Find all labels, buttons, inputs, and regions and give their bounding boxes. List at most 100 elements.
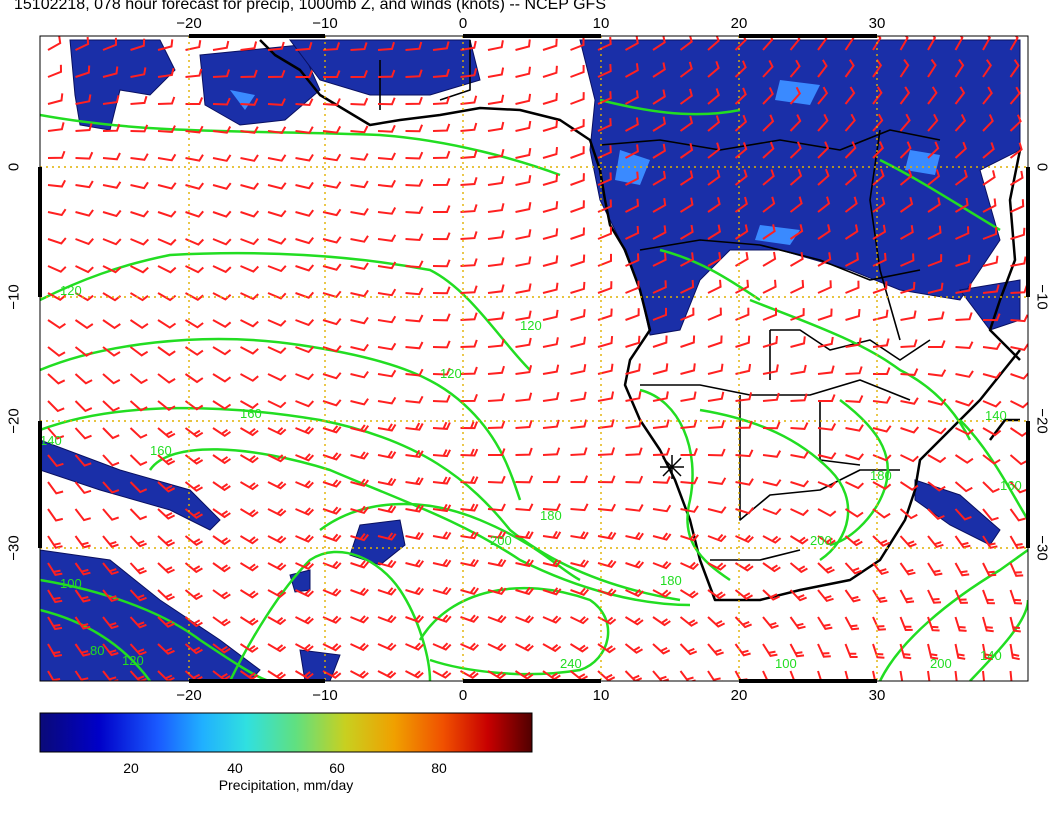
contour-label-18: 120 [122,653,144,668]
wind-barb-490 [652,391,669,402]
wind-barb-323 [1010,256,1027,267]
wind-barb-795 [129,643,147,656]
wind-barb-180 [47,179,66,188]
wind-barb-386 [762,307,777,321]
height-contour-4 [40,406,681,602]
wind-barb-427 [900,339,918,348]
wind-barb-37 [75,65,91,78]
wind-barb-849 [624,670,643,681]
wind-barb-809 [515,643,534,652]
coastline-madagascar [989,418,1020,441]
wind-barb-199 [570,173,585,186]
wind-barb-858 [872,670,880,681]
wind-barb-315 [789,251,804,267]
wind-barb-205 [734,169,748,186]
wind-barb-593 [515,475,534,484]
wind-barb-621 [295,507,315,516]
wind-barb-29 [844,36,855,51]
wind-barb-769 [405,614,425,623]
wind-barb-267 [460,231,478,240]
wind-barb-860 [927,670,933,681]
height-contour-16 [829,399,890,547]
wind-barb-366 [212,319,232,329]
wind-barb-239 [679,197,694,213]
wind-barb-627 [460,503,479,512]
wind-barb-740 [597,588,617,597]
wind-barb-491 [680,391,697,402]
wind-barb-72 [47,93,64,105]
wind-barb-317 [845,252,859,267]
wind-barb-324 [47,292,67,302]
wind-barb-351 [790,279,805,294]
wind-barb-164 [597,145,612,159]
wind-barb-750 [872,589,888,604]
wind-barb-540 [47,454,64,468]
wind-barb-412 [487,338,505,348]
wind-barb-272 [597,226,613,240]
tick-bottom-lon-2: 0 [458,687,468,704]
wind-barb-558 [542,447,561,456]
wind-barb-10 [322,42,341,51]
wind-barb-144 [47,150,66,159]
wind-barb-483 [460,393,478,402]
height-contour-3 [40,337,522,501]
wind-barb-306 [542,255,559,267]
wind-barb-126 [542,119,558,132]
wind-barb-635 [680,505,699,513]
wind-barb-149 [185,154,204,162]
wind-barb-570 [872,454,892,462]
wind-barb-384 [707,307,722,321]
wind-barb-613 [74,508,91,522]
colorbar-label-60: 60 [329,760,345,776]
tick-right-lat-1: −10 [1033,284,1051,310]
wind-barb-551 [350,451,369,460]
wind-barb-46 [323,70,341,78]
station-marker [660,455,684,479]
wind-barb-379 [570,309,586,321]
wind-barb-240 [707,197,721,213]
wind-barb-148 [157,153,177,162]
wind-barb-142 [982,114,994,132]
wind-barb-656 [267,535,287,544]
wind-barb-798 [212,643,231,654]
wind-barb-157 [405,151,424,160]
wind-barb-105 [954,86,966,105]
wind-barb-183 [130,181,149,190]
wind-barb-801 [295,643,314,652]
wind-barb-758 [102,616,119,630]
wind-barb-423 [790,336,806,348]
wind-barb-702 [542,559,562,568]
wind-barb-358 [982,284,1000,294]
contour-label-12: 200 [930,656,952,671]
wind-barb-669 [625,531,644,541]
wind-barb-303 [460,258,478,267]
wind-barb-840 [377,670,397,679]
border-11 [710,549,801,561]
wind-barb-156 [377,152,396,161]
wind-barb-269 [515,229,532,240]
wind-barb-90 [542,92,558,105]
wind-barb-516 [377,423,397,432]
wind-barb-764 [267,616,287,626]
precip-highlight-3 [775,80,820,105]
wind-barb-85 [405,96,423,105]
wind-barb-170 [762,141,775,159]
wind-barb-736 [487,586,507,595]
wind-barb-755 [1009,589,1023,605]
wind-barb-48 [377,69,396,78]
wind-barb-278 [762,224,776,240]
wind-barb-439 [240,373,259,382]
wind-barb-153 [295,153,314,162]
wind-barb-475 [240,400,259,410]
wind-barb-645 [954,508,972,521]
wind-barb-622 [322,506,342,515]
wind-barb-513 [295,426,315,435]
wind-barb-318 [872,252,887,267]
wind-barb-539 [1009,427,1028,438]
wind-barb-572 [927,454,947,464]
wind-barb-117 [295,126,314,134]
wind-barb-666 [542,530,562,540]
wind-barb-480 [377,396,397,405]
wind-barb-471 [129,400,148,412]
wind-barb-408 [377,342,397,351]
